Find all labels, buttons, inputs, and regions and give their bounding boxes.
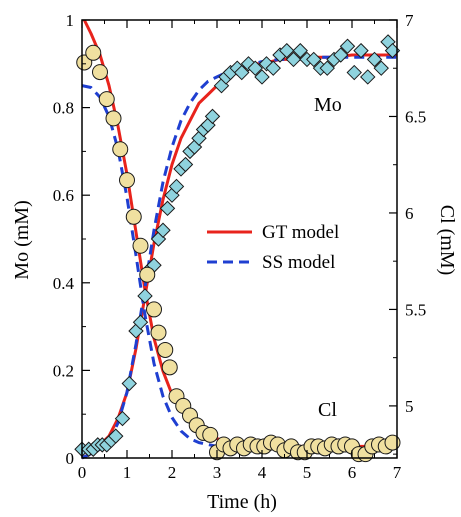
y2-axis-title: Cl (mM) bbox=[436, 205, 458, 276]
x-tick-label: 7 bbox=[393, 463, 402, 482]
cl-data-point bbox=[150, 324, 167, 341]
mo-data-point bbox=[366, 51, 383, 68]
mo-data-point bbox=[353, 42, 369, 59]
cl-data-point bbox=[92, 64, 108, 81]
y2-tick-label: 5 bbox=[405, 397, 414, 416]
y-axis-title: Mo (mM) bbox=[11, 200, 33, 279]
mo-data-point bbox=[114, 410, 131, 427]
y-tick-label: 0.8 bbox=[53, 99, 74, 118]
mo-data-point bbox=[339, 38, 356, 54]
y-tick-label: 0.2 bbox=[53, 361, 74, 380]
mo-data-point bbox=[333, 47, 349, 63]
cl-data-point bbox=[119, 172, 135, 189]
x-tick-label: 2 bbox=[168, 463, 177, 482]
mo-data-point bbox=[132, 314, 149, 330]
x-axis-title: Time (h) bbox=[207, 491, 277, 513]
cl-data-point bbox=[112, 141, 129, 158]
x-tick-label: 1 bbox=[123, 463, 132, 482]
y-tick-label: 0.6 bbox=[53, 186, 74, 205]
plot-background bbox=[82, 20, 397, 458]
mo-data-point bbox=[306, 51, 322, 68]
cl-data-point bbox=[85, 44, 102, 61]
annotation-cl: Cl bbox=[318, 399, 337, 421]
legend-gt-label: GT model bbox=[262, 222, 339, 243]
mo-data-point bbox=[373, 60, 389, 76]
x-tick-label: 4 bbox=[258, 463, 267, 482]
legend-ss-label: SS model bbox=[262, 252, 335, 273]
cl-data-point bbox=[202, 426, 219, 443]
x-tick-label: 3 bbox=[213, 463, 222, 482]
cl-data-point bbox=[157, 341, 174, 358]
mo-data-point bbox=[240, 56, 257, 72]
cl-data-point bbox=[132, 237, 149, 254]
legend: GT model SS model bbox=[207, 222, 339, 273]
y2-tick-label: 7 bbox=[405, 11, 414, 30]
mo-data-point bbox=[177, 156, 194, 173]
y-tick-label: 1 bbox=[66, 11, 75, 30]
gt-model-mo-line bbox=[81, 53, 397, 460]
mo-data-point bbox=[254, 69, 270, 85]
cl-data-point bbox=[125, 208, 142, 225]
mo-data-point bbox=[155, 222, 171, 238]
y-tick-label: 0.4 bbox=[53, 274, 75, 293]
y-tick-label: 0 bbox=[66, 449, 75, 468]
mo-data-point bbox=[234, 64, 250, 81]
mo-data-point bbox=[319, 60, 335, 76]
axes-layer: 0 1 2 3 4 5 6 7 0 0.2 0.4 0.6 0.8 1 5 5.5 6 6.5 7 bbox=[53, 11, 427, 482]
cl-data-point bbox=[161, 359, 178, 376]
x-tick-label: 5 bbox=[303, 463, 312, 482]
series-layer bbox=[74, 19, 401, 463]
mo-data-point bbox=[137, 288, 153, 304]
mo-data-point bbox=[108, 428, 124, 444]
mo-data-point bbox=[247, 60, 263, 76]
y2-tick-label: 6 bbox=[405, 204, 414, 223]
mo-data-point bbox=[346, 64, 362, 81]
ss-model-mo-line bbox=[81, 55, 397, 460]
y2-tick-label: 6.5 bbox=[405, 107, 426, 126]
mo-data-point bbox=[204, 108, 221, 125]
plot-area bbox=[82, 20, 397, 458]
mo-data-point bbox=[121, 375, 137, 392]
y2-tick-label: 5.5 bbox=[405, 300, 426, 319]
mo-data-point bbox=[159, 200, 176, 217]
x-tick-label: 6 bbox=[348, 463, 357, 482]
cl-data-point bbox=[146, 301, 162, 318]
mo-data-point bbox=[279, 42, 295, 59]
cl-data-point bbox=[139, 266, 156, 283]
mo-data-point bbox=[360, 69, 376, 85]
mo-data-point bbox=[265, 60, 281, 76]
mo-data-point bbox=[292, 42, 308, 59]
cl-data-point bbox=[105, 110, 122, 127]
annotation-mo: Mo bbox=[314, 94, 342, 116]
mo-data-point bbox=[258, 56, 275, 72]
mo-data-point bbox=[285, 51, 302, 68]
x-tick-label: 0 bbox=[78, 463, 87, 482]
mo-data-point bbox=[168, 178, 185, 195]
cl-data-point bbox=[98, 91, 115, 108]
